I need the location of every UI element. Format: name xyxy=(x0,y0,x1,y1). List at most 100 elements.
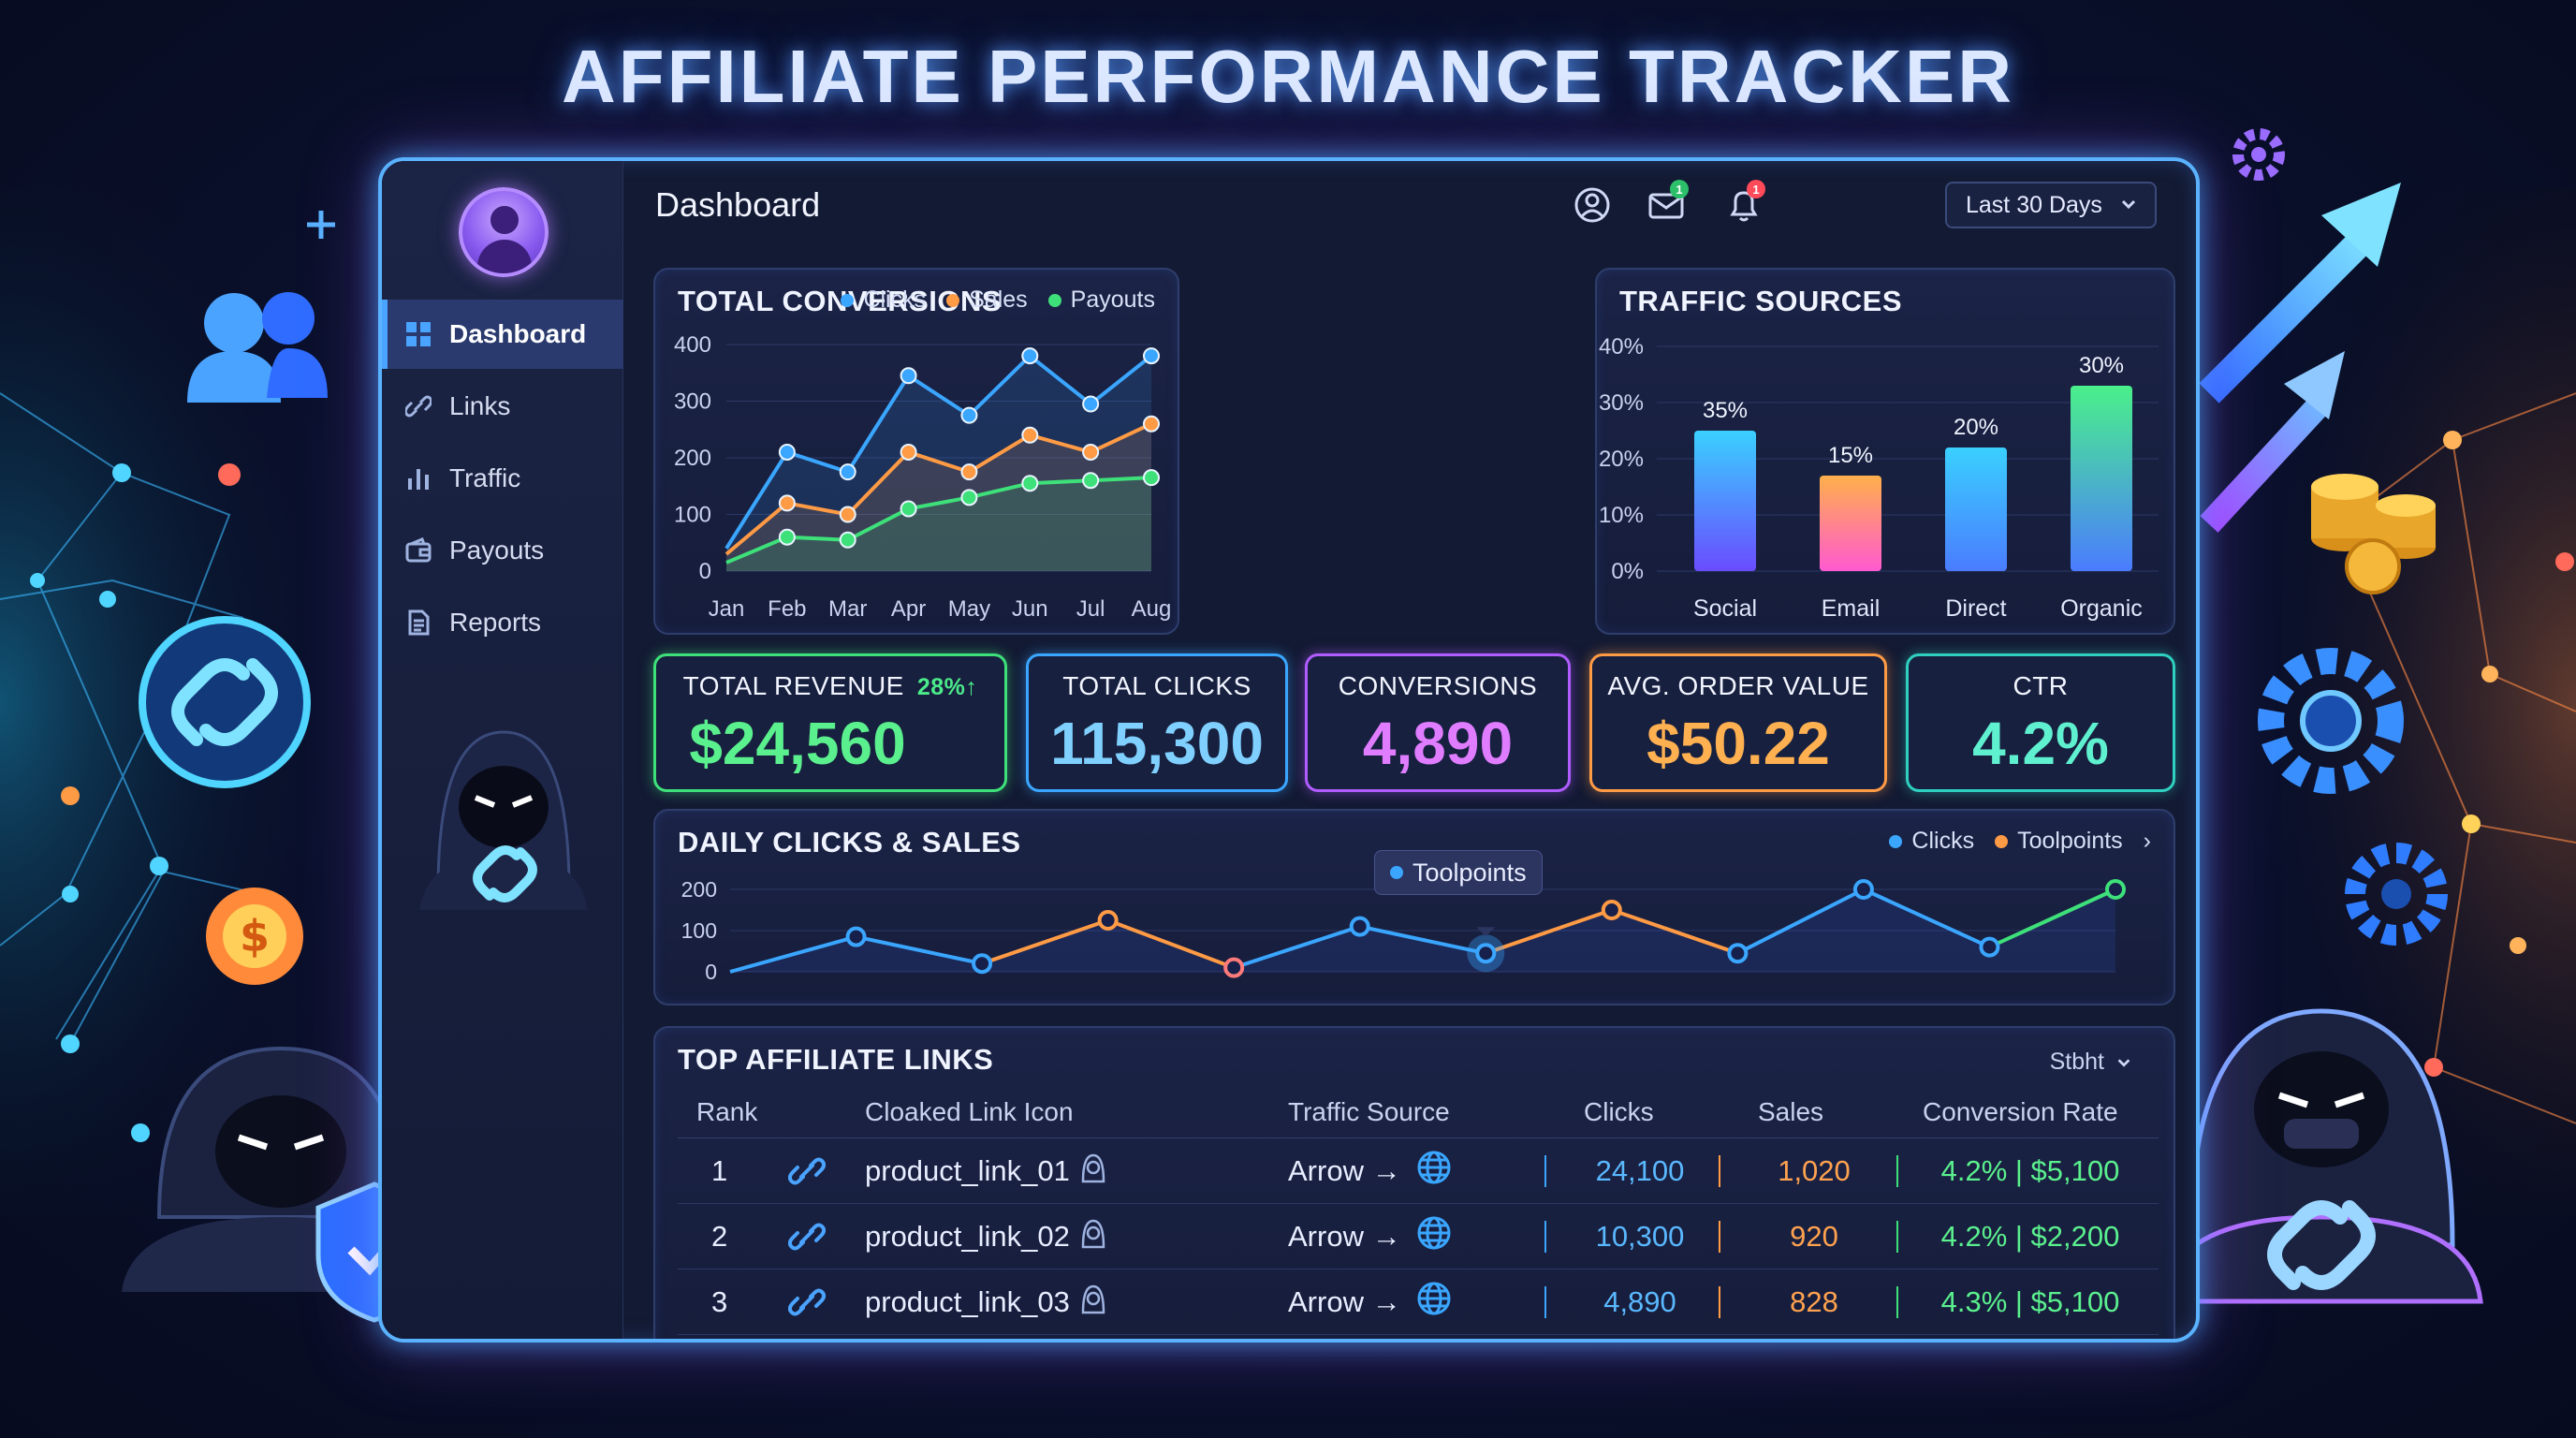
data-point xyxy=(1852,879,1874,900)
globe-icon xyxy=(1416,1281,1452,1324)
date-range-label: Last 30 Days xyxy=(1966,191,2102,218)
data-point xyxy=(1727,943,1749,964)
date-range-select[interactable]: Last 30 Days xyxy=(1945,182,2157,228)
column-header[interactable]: Clicks xyxy=(1584,1096,1654,1126)
app-window: Dashboard Links Traffic Payouts xyxy=(378,157,2200,1343)
kpi-label: CTR xyxy=(2012,671,2069,700)
divider xyxy=(1896,1286,1898,1318)
clicks-cell: 10,300 xyxy=(1595,1219,1685,1253)
data-point xyxy=(1021,347,1039,365)
sort-select[interactable]: Stbht xyxy=(2050,1049,2132,1076)
traffic-source-cell: Arrow → xyxy=(1288,1269,1452,1334)
kpi-label: AVG. ORDER VALUE xyxy=(1607,671,1869,700)
series-segment xyxy=(729,934,857,974)
y-tick-label: 40% xyxy=(1599,334,1644,360)
sidebar-item-dashboard[interactable]: Dashboard xyxy=(382,300,623,369)
conversion-rate-cell: 4.3% | $5,100 xyxy=(1940,1284,2120,1318)
kpi-value: 4,890 xyxy=(1362,710,1514,777)
legend-sales[interactable]: Sales xyxy=(946,286,1028,314)
sidebar-item-links[interactable]: Links xyxy=(382,372,623,441)
series-segment xyxy=(1988,888,2116,949)
link-icon xyxy=(404,392,432,420)
avatar[interactable] xyxy=(459,187,549,277)
data-point xyxy=(1979,936,2000,958)
conversion-rate-cell: 4.2% | $2,200 xyxy=(1940,1219,2120,1253)
divider xyxy=(1719,1221,1720,1253)
kpi-total-revenue[interactable]: TOTAL REVENUE 28%↑ $24,560 xyxy=(653,653,1007,792)
bar-email xyxy=(1820,476,1881,571)
data-point xyxy=(960,489,978,506)
series-segment xyxy=(1863,888,1991,949)
mail-badge: 1 xyxy=(1670,180,1689,198)
series-segment xyxy=(981,918,1109,966)
data-point xyxy=(1143,469,1160,487)
legend-next-button[interactable]: › xyxy=(2143,828,2151,854)
divider xyxy=(1719,1155,1720,1187)
table-row[interactable]: 2 product_link_02 Arrow → 10,300 920 4.2% | $… xyxy=(678,1204,2159,1269)
bell-icon[interactable]: 1 xyxy=(1720,180,1767,228)
y-tick-label: 300 xyxy=(674,389,711,415)
y-tick-label: 400 xyxy=(674,332,711,358)
table-row[interactable]: 1 product_link_01 Arrow → 24,100 1,020 4.2% |… xyxy=(678,1138,2159,1204)
y-tick-label: 0% xyxy=(1611,559,1644,584)
legend-payouts[interactable]: Payouts xyxy=(1047,286,1155,314)
series-line-payouts xyxy=(725,476,1152,565)
sidebar-item-reports[interactable]: Reports xyxy=(382,588,623,657)
chart-legend: Clicks Sales Payouts xyxy=(841,286,1155,314)
data-point xyxy=(1082,443,1100,461)
panel-title: TRAFFIC SOURCES xyxy=(1619,285,1902,317)
data-point xyxy=(1349,916,1370,937)
top-bar: Dashboard 1 1 Last 30 Days xyxy=(623,161,2196,245)
kpi-avg-order-value[interactable]: AVG. ORDER VALUE $50.22 xyxy=(1589,653,1887,792)
legend-clicks[interactable]: Clicks xyxy=(841,286,926,314)
link-name-cell[interactable]: product_link_02 xyxy=(865,1204,1105,1269)
data-point xyxy=(845,926,867,947)
column-header[interactable]: Sales xyxy=(1758,1096,1824,1126)
column-header[interactable]: Traffic Source xyxy=(1288,1096,1450,1126)
traffic-source-cell: Arrow → xyxy=(1288,1138,1452,1203)
sidebar-item-label: Payouts xyxy=(449,536,545,565)
y-tick-label: 20% xyxy=(1599,447,1644,472)
table-row[interactable]: 3 product_link_03 Arrow → 4,890 828 4.3% | $5… xyxy=(678,1269,2159,1335)
hacker-icon xyxy=(1081,1283,1105,1322)
divider xyxy=(1896,1155,1898,1187)
link-name-cell[interactable]: product_link_03 xyxy=(865,1269,1105,1334)
divider xyxy=(1544,1221,1546,1253)
series-segment xyxy=(856,934,983,966)
kpi-value: $24,560 xyxy=(689,710,906,777)
total-conversions-panel: TOTAL CONVERSIONS Clicks Sales Payouts 0… xyxy=(653,268,1179,635)
kpi-ctr[interactable]: CTR 4.2% xyxy=(1906,653,2175,792)
bar-social xyxy=(1694,431,1756,571)
link-name-cell[interactable]: product_link_01 xyxy=(865,1138,1105,1203)
data-point xyxy=(1021,475,1039,492)
kpi-label: CONVERSIONS xyxy=(1338,671,1538,700)
data-label: 20% xyxy=(1954,415,1998,440)
traffic-source-cell: Arrow → xyxy=(1288,1204,1452,1269)
kpi-conversions[interactable]: CONVERSIONS 4,890 xyxy=(1305,653,1571,792)
link-icon[interactable] xyxy=(788,1138,826,1203)
data-point xyxy=(972,953,993,975)
column-header[interactable]: Rank xyxy=(696,1096,758,1126)
link-icon[interactable] xyxy=(788,1269,826,1334)
kpi-change: 28%↑ xyxy=(916,674,978,700)
panel-title: TOP AFFILIATE LINKS xyxy=(678,1043,994,1076)
column-header[interactable]: Cloaked Link Icon xyxy=(865,1096,1074,1126)
column-header[interactable]: Conversion Rate xyxy=(1923,1096,2118,1126)
data-point xyxy=(839,531,856,549)
data-point xyxy=(778,494,796,512)
sidebar-item-traffic[interactable]: Traffic xyxy=(382,444,623,513)
series-segment xyxy=(1736,888,1865,955)
link-icon[interactable] xyxy=(788,1204,826,1269)
sidebar-item-payouts[interactable]: Payouts xyxy=(382,516,623,585)
mail-icon[interactable]: 1 xyxy=(1644,180,1690,228)
data-point xyxy=(900,500,917,518)
legend-toolpoints[interactable]: Toolpoints xyxy=(1995,828,2123,855)
data-point xyxy=(1143,347,1160,365)
data-label: 35% xyxy=(1703,398,1748,423)
links-table: Rank Cloaked Link Icon Traffic Source Cl… xyxy=(678,1086,2159,1335)
legend-clicks[interactable]: Clicks xyxy=(1889,828,1974,855)
profile-icon[interactable] xyxy=(1569,182,1616,228)
data-point xyxy=(1021,426,1039,444)
kpi-total-clicks[interactable]: TOTAL CLICKS 115,300 xyxy=(1026,653,1288,792)
series-segment xyxy=(1611,908,1739,956)
